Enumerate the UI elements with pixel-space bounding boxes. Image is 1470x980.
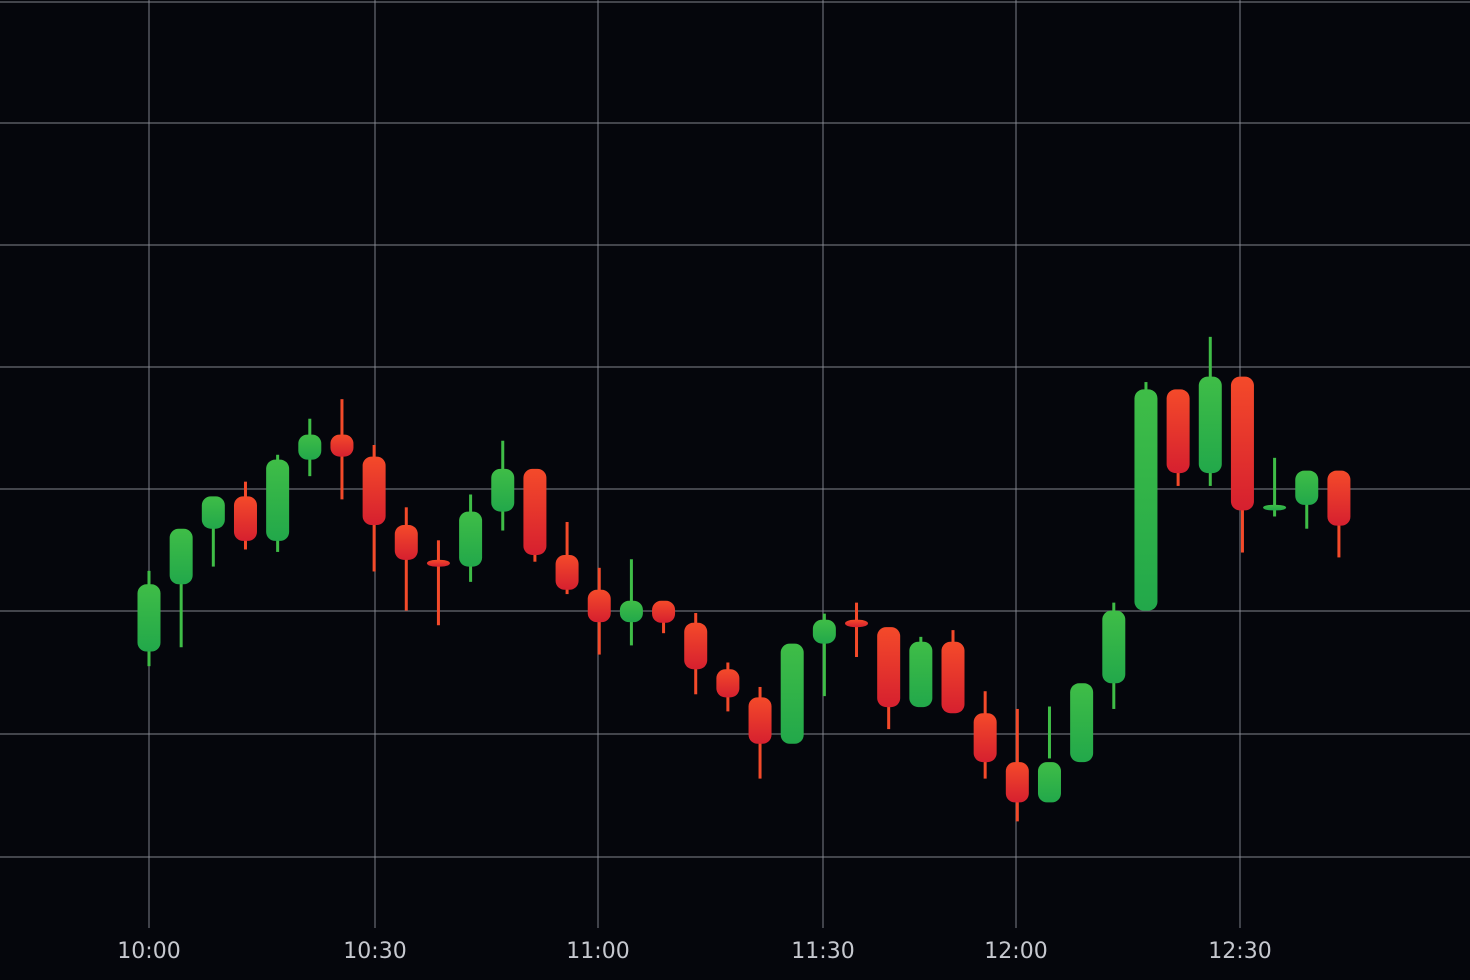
candle-body <box>330 434 354 457</box>
x-tick-label: 11:00 <box>566 939 629 964</box>
candle-body <box>266 459 290 541</box>
candle-up <box>298 418 322 477</box>
candle-down <box>587 567 611 655</box>
candle-body <box>233 496 257 541</box>
candle-up <box>1295 470 1319 529</box>
candle-body <box>137 584 161 652</box>
candle-down <box>716 662 740 712</box>
x-tick-label: 10:00 <box>117 939 180 964</box>
candle-body <box>426 559 450 567</box>
candle-down <box>555 521 579 595</box>
candle-up <box>780 643 804 744</box>
candle-body <box>201 496 225 529</box>
candle-up <box>459 494 483 582</box>
candle-body <box>1327 470 1351 526</box>
candle-body <box>812 619 836 644</box>
candle-up <box>169 528 193 648</box>
x-tick-label: 10:30 <box>343 939 406 964</box>
candle-down <box>941 630 965 714</box>
candle-down <box>845 602 869 658</box>
candle-body <box>1070 683 1094 763</box>
candle-up <box>1263 457 1287 517</box>
x-tick-label: 12:00 <box>984 939 1047 964</box>
candle-body <box>394 525 418 560</box>
candle-body <box>652 600 676 623</box>
candle-up <box>491 440 515 531</box>
candle-body <box>780 643 804 744</box>
candle-body <box>1295 470 1319 505</box>
candle-wick <box>436 540 440 626</box>
candle-down <box>394 507 418 611</box>
horizontal-gridlines <box>0 1 1470 858</box>
candle-body <box>973 713 997 763</box>
candle-down <box>233 481 257 550</box>
candle-up <box>909 636 933 708</box>
candle-down <box>426 540 450 626</box>
candle-down <box>748 686 772 779</box>
candle-body <box>1263 504 1287 511</box>
candle-up <box>1198 336 1222 486</box>
candle-up <box>266 454 290 552</box>
candle-body <box>555 554 579 590</box>
candle-body <box>587 589 611 623</box>
candle-body <box>1102 610 1126 684</box>
candles <box>137 336 1351 822</box>
candle-up <box>812 613 836 697</box>
candle-down <box>330 399 354 500</box>
candle-wick <box>211 504 215 567</box>
candle-up <box>1070 683 1094 763</box>
candle-up <box>1037 706 1061 803</box>
candle-body <box>748 697 772 744</box>
candle-down <box>1327 470 1351 558</box>
candle-body <box>909 641 933 708</box>
candle-body <box>1230 376 1254 511</box>
candle-down <box>684 613 708 695</box>
candle-wick <box>179 537 183 648</box>
candle-body <box>523 468 547 555</box>
candle-down <box>1230 376 1254 553</box>
candle-up <box>1102 602 1126 709</box>
candle-wick <box>1047 706 1051 759</box>
candle-body <box>845 619 869 628</box>
candle-body <box>1037 762 1061 803</box>
x-tick-label: 12:30 <box>1208 939 1271 964</box>
candle-body <box>491 468 515 512</box>
candle-body <box>298 434 322 460</box>
candle-down <box>523 468 547 562</box>
candle-wick <box>1273 457 1277 517</box>
candle-body <box>1134 389 1158 611</box>
candle-down <box>877 627 901 730</box>
candle-down <box>1005 708 1029 822</box>
candle-wick <box>855 602 859 658</box>
candle-body <box>941 641 965 714</box>
candle-up <box>1134 382 1158 611</box>
candle-body <box>684 622 708 670</box>
candle-body <box>459 511 483 567</box>
candle-body <box>1198 376 1222 474</box>
candle-up <box>137 570 161 667</box>
candle-down <box>973 691 997 779</box>
candle-body <box>169 528 193 585</box>
x-axis-tick-labels: 10:00 10:30 11:00 11:30 12:00 12:30 <box>117 939 1271 964</box>
candle-body <box>619 600 643 623</box>
candle-down <box>652 600 676 634</box>
candle-up <box>201 496 225 567</box>
candle-down <box>1166 389 1190 486</box>
candle-body <box>362 456 386 526</box>
candle-up <box>619 559 643 646</box>
candle-down <box>362 444 386 572</box>
candle-body <box>716 669 740 698</box>
candle-body <box>1166 389 1190 474</box>
candle-body <box>877 627 901 708</box>
candle-wick <box>1305 486 1309 529</box>
x-tick-label: 11:30 <box>791 939 854 964</box>
candle-body <box>1005 762 1029 803</box>
candle-wick <box>822 613 826 697</box>
